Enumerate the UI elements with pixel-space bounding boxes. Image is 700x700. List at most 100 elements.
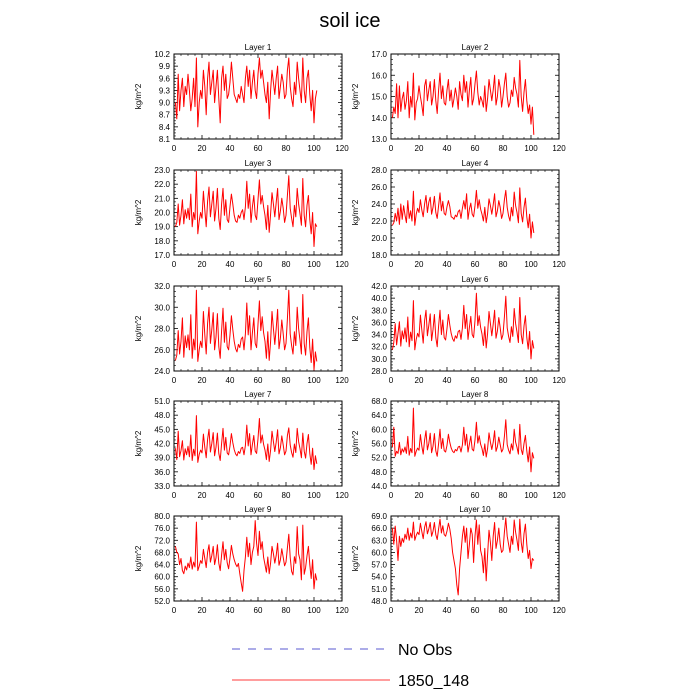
panel-title: Layer 8 [462, 390, 489, 399]
x-tick-label: 80 [282, 376, 291, 385]
y-tick-label: 68.0 [154, 548, 170, 557]
x-tick-label: 60 [471, 606, 480, 615]
y-tick-label: 10.2 [154, 50, 170, 59]
legend-label-1850-148: 1850_148 [398, 673, 469, 690]
x-tick-label: 100 [307, 491, 321, 500]
x-tick-label: 60 [254, 376, 263, 385]
y-tick-label: 38.0 [371, 306, 387, 315]
x-tick-label: 120 [335, 260, 349, 269]
y-axis-label: kg/m^2 [351, 545, 360, 571]
y-tick-label: 17.0 [371, 50, 387, 59]
y-tick-label: 39.0 [154, 454, 170, 463]
y-tick-label: 69.0 [371, 512, 387, 521]
panel-title: Layer 7 [245, 390, 272, 399]
y-tick-label: 8.1 [159, 135, 171, 144]
y-tick-label: 14.0 [371, 114, 387, 123]
x-tick-label: 80 [282, 260, 291, 269]
y-tick-label: 60.0 [154, 573, 170, 582]
panel-layer-3: Layer 3 17.0 18.0 19.0 20.0 21.0 22.0 23.0 0 20 40… [134, 159, 349, 269]
panel-layer-8: Layer 8 44.0 48.0 52.0 56.0 60.0 64.0 68.0 0 20 40… [351, 390, 566, 500]
series-line-1850-148 [174, 170, 318, 247]
panel-layer-9: Layer 9 52.0 56.0 60.0 64.0 68.0 72.0 76.0 80.0 0… [134, 505, 349, 615]
x-tick-label: 0 [172, 606, 177, 615]
y-tick-label: 20.0 [371, 234, 387, 243]
x-tick-label: 40 [443, 606, 452, 615]
panel-layer-1: Layer 1 8.1 8.4 8.7 9.0 9.3 9.6 9.9 10.2 0 20 40 60 8… [134, 43, 349, 153]
x-tick-label: 40 [226, 144, 235, 153]
x-tick-label: 0 [172, 491, 177, 500]
x-tick-label: 60 [471, 260, 480, 269]
y-tick-label: 28.0 [371, 367, 387, 376]
x-tick-label: 100 [307, 376, 321, 385]
y-tick-label: 20.0 [154, 209, 170, 218]
y-axis-label: kg/m^2 [134, 199, 143, 225]
x-tick-label: 40 [443, 376, 452, 385]
x-tick-label: 120 [335, 144, 349, 153]
x-tick-label: 20 [415, 144, 424, 153]
y-tick-label: 51.0 [371, 585, 387, 594]
y-tick-label: 42.0 [154, 440, 170, 449]
x-tick-label: 0 [389, 491, 394, 500]
y-tick-label: 52.0 [371, 454, 387, 463]
y-tick-label: 9.6 [159, 74, 171, 83]
y-tick-label: 48.0 [371, 468, 387, 477]
y-tick-label: 52.0 [154, 597, 170, 606]
y-tick-label: 36.0 [154, 468, 170, 477]
y-axis-label: kg/m^2 [134, 315, 143, 341]
y-tick-label: 22.0 [371, 217, 387, 226]
x-tick-label: 60 [471, 144, 480, 153]
y-tick-label: 19.0 [154, 223, 170, 232]
panel-title: Layer 5 [245, 275, 272, 284]
y-tick-label: 28.0 [154, 325, 170, 334]
x-tick-label: 100 [524, 606, 538, 615]
panel-layer-2: Layer 2 13.0 14.0 15.0 16.0 17.0 0 20 40 60 80 100 1… [351, 43, 566, 153]
y-tick-label: 34.0 [371, 331, 387, 340]
x-tick-label: 60 [254, 144, 263, 153]
y-tick-label: 80.0 [154, 512, 170, 521]
y-tick-label: 18.0 [154, 237, 170, 246]
series-line-1850-148 [174, 520, 318, 592]
x-tick-label: 20 [198, 260, 207, 269]
series-line-1850-148 [174, 57, 318, 128]
x-tick-label: 0 [172, 144, 177, 153]
y-axis-label: kg/m^2 [134, 430, 143, 456]
x-tick-label: 0 [389, 144, 394, 153]
x-tick-label: 20 [415, 491, 424, 500]
y-axis-label: kg/m^2 [351, 430, 360, 456]
y-axis-label: kg/m^2 [351, 199, 360, 225]
x-tick-label: 100 [524, 144, 538, 153]
x-tick-label: 80 [499, 376, 508, 385]
y-tick-label: 24.0 [371, 200, 387, 209]
series-line-1850-148 [391, 407, 535, 473]
panel-title: Layer 1 [245, 43, 272, 52]
x-tick-label: 40 [226, 606, 235, 615]
x-tick-label: 120 [552, 144, 566, 153]
x-tick-label: 80 [282, 606, 291, 615]
series-line-1850-148 [391, 59, 535, 135]
y-tick-label: 60.0 [371, 425, 387, 434]
y-tick-label: 23.0 [154, 166, 170, 175]
y-tick-label: 22.0 [154, 180, 170, 189]
panel-layer-7: Layer 7 33.0 36.0 39.0 42.0 45.0 48.0 51.0 0 20 40… [134, 390, 349, 500]
y-tick-label: 45.0 [154, 425, 170, 434]
y-axis-label: kg/m^2 [134, 545, 143, 571]
y-tick-label: 57.0 [371, 561, 387, 570]
x-tick-label: 20 [198, 144, 207, 153]
y-tick-label: 60.0 [371, 548, 387, 557]
y-tick-label: 9.0 [159, 99, 171, 108]
y-tick-label: 64.0 [371, 411, 387, 420]
x-tick-label: 80 [499, 491, 508, 500]
y-axis-label: kg/m^2 [134, 83, 143, 109]
x-tick-label: 60 [471, 376, 480, 385]
panel-layer-4: Layer 4 18.0 20.0 22.0 24.0 26.0 28.0 0 20 40 60 80… [351, 159, 566, 269]
x-tick-label: 80 [282, 144, 291, 153]
y-tick-label: 28.0 [371, 166, 387, 175]
y-tick-label: 56.0 [154, 585, 170, 594]
y-tick-label: 33.0 [154, 482, 170, 491]
x-tick-label: 0 [389, 260, 394, 269]
panel-title: Layer 10 [459, 505, 491, 514]
x-tick-label: 60 [254, 260, 263, 269]
y-tick-label: 9.9 [159, 62, 171, 71]
